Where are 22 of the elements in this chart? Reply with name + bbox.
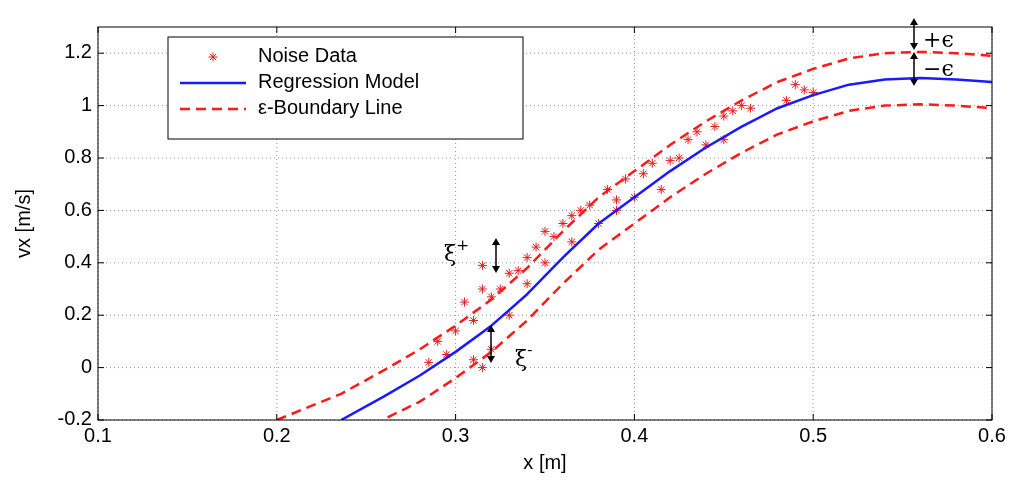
x-axis-title: x [m] [523, 451, 567, 473]
y-tick-label: 0 [80, 354, 92, 377]
y-tick-label: 1 [80, 92, 92, 115]
x-tick-label: 0.3 [441, 424, 470, 446]
x-tick-label: 0.1 [84, 424, 112, 446]
x-tick-label: 0.5 [799, 424, 828, 446]
y-tick-label: 0.8 [64, 145, 92, 168]
annotation: −ϵ [923, 56, 954, 81]
x-tick-label: 0.6 [978, 424, 1006, 446]
annotation: ξ$^{-}$ [515, 341, 533, 371]
x-tick-label: 0.4 [620, 424, 649, 446]
y-tick-label: 0.6 [64, 197, 92, 220]
legend-label: Regression Model [258, 70, 420, 93]
y-tick-label: 0.2 [64, 302, 92, 325]
annotation: ξ$^{+}$ [444, 236, 470, 266]
annotation: +ϵ [923, 27, 954, 52]
y-tick-label: 1.2 [64, 40, 92, 63]
y-tick-label: 0.4 [64, 250, 92, 273]
legend-label: ε-Boundary Line [258, 96, 403, 119]
x-tick-label: 0.2 [262, 424, 291, 446]
legend-label: Noise Data [258, 44, 358, 67]
y-axis-title: vx [m/s] [12, 189, 34, 258]
